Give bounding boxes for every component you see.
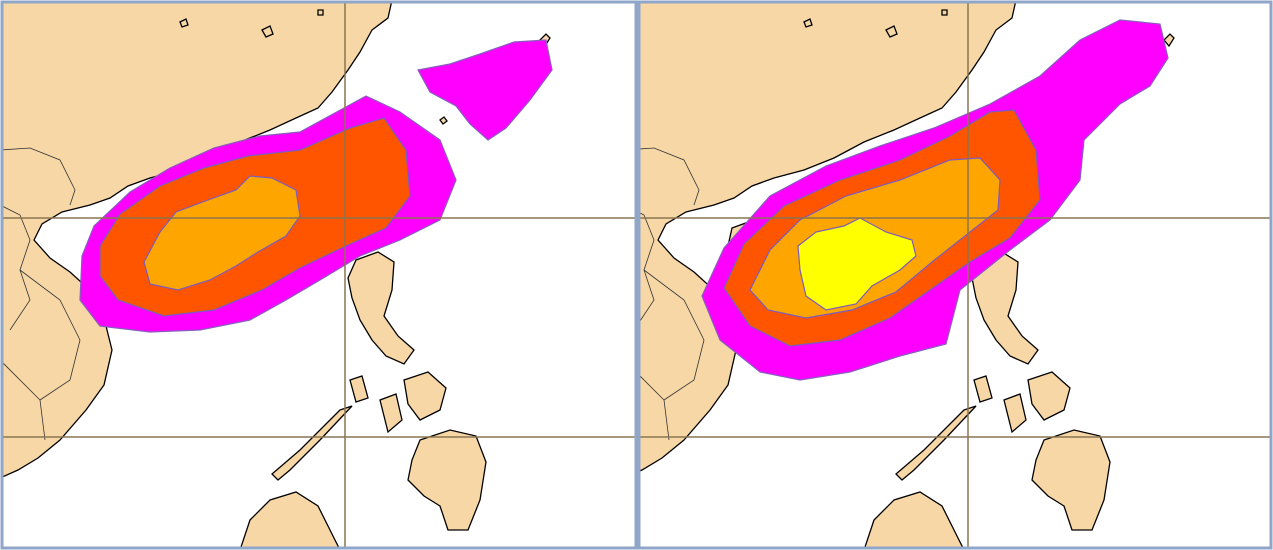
left-map (3, 3, 635, 547)
right-map (640, 3, 1270, 547)
